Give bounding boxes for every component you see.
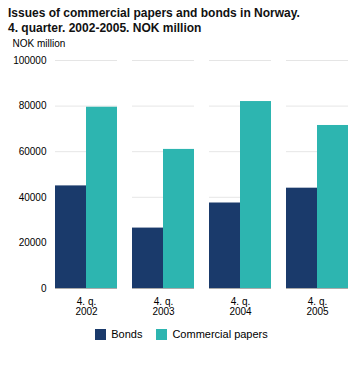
html-text:Commercial papers: Commercial papers (172, 328, 268, 340)
svg-text:4. q.2002: 4. q.2002 (75, 296, 98, 317)
html-text:4. quarter. 2002-2005. NOK mil: 4. quarter. 2002-2005. NOK million (8, 21, 202, 35)
svg-text:100000: 100000 (13, 55, 47, 66)
svg-text:80000: 80000 (19, 100, 47, 111)
svg-text:0: 0 (41, 283, 47, 294)
svg-text:60000: 60000 (19, 146, 47, 157)
svg-text:40000: 40000 (19, 192, 47, 203)
svg-text:4. q.2003: 4. q.2003 (152, 296, 175, 317)
svg-text:4. q.2004: 4. q.2004 (229, 296, 252, 317)
svg-text:20000: 20000 (19, 237, 47, 248)
svg-text:NOK million: NOK million (13, 38, 66, 49)
html-text:Bonds: Bonds (111, 328, 143, 340)
html-text:Issues of commercial papers an: Issues of commercial papers and bonds in… (8, 6, 300, 20)
svg-text:4. q.2005: 4. q.2005 (306, 296, 329, 317)
